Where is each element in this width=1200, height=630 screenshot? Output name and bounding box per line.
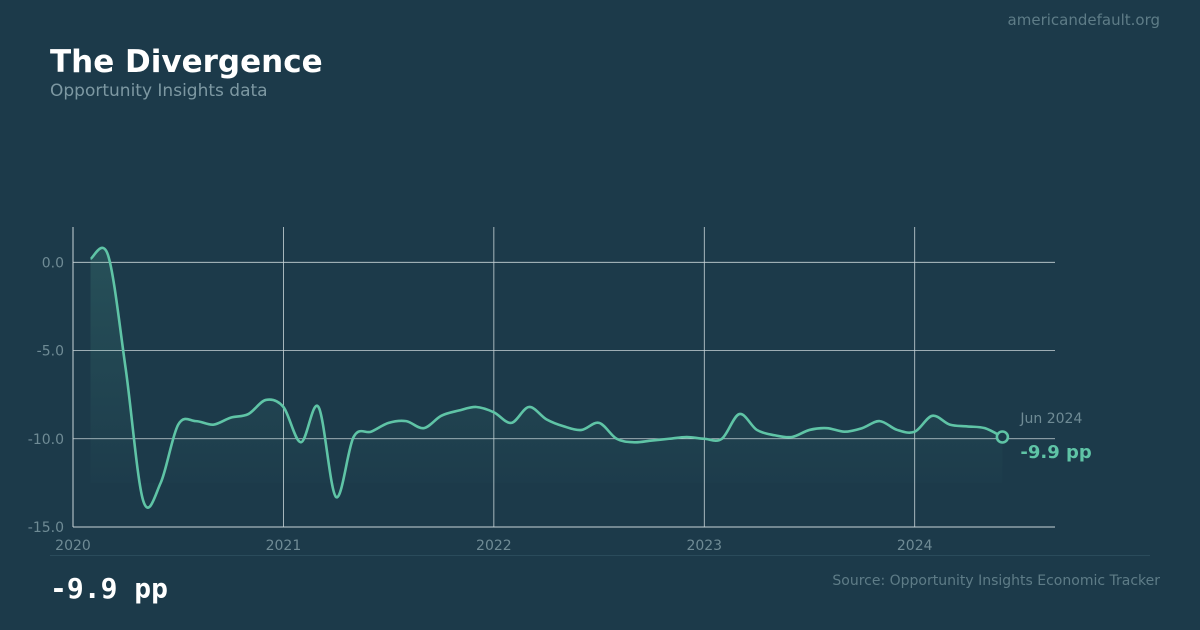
x-tick-label: 2024 — [897, 538, 933, 554]
x-tick-label: 2022 — [476, 538, 512, 554]
site-url: americandefault.org — [1007, 11, 1160, 29]
footer-divider — [50, 555, 1150, 556]
source-note: Source: Opportunity Insights Economic Tr… — [832, 573, 1160, 589]
headline-value: -9.9 pp — [50, 572, 169, 605]
end-value-label: -9.9 pp — [1020, 442, 1092, 463]
y-tick-label: -15.0 — [28, 520, 64, 536]
y-tick-label: -5.0 — [37, 344, 64, 360]
axis-ticks: 0.0 -5.0 -10.0 -15.0 2020 2021 2022 2023 2024 — [28, 255, 933, 554]
chart-subtitle: Opportunity Insights data — [50, 81, 268, 101]
end-date-label: Jun 2024 — [1019, 411, 1082, 427]
end-point-marker — [995, 430, 1010, 444]
series-line — [89, 246, 1003, 509]
x-tick-label: 2023 — [686, 538, 722, 554]
series-area — [90, 247, 1003, 508]
x-tick-label: 2020 — [55, 538, 91, 554]
chart-title: The Divergence — [50, 44, 323, 80]
y-tick-label: 0.0 — [42, 255, 64, 271]
x-tick-label: 2021 — [266, 538, 302, 554]
y-tick-label: -10.0 — [28, 432, 64, 448]
